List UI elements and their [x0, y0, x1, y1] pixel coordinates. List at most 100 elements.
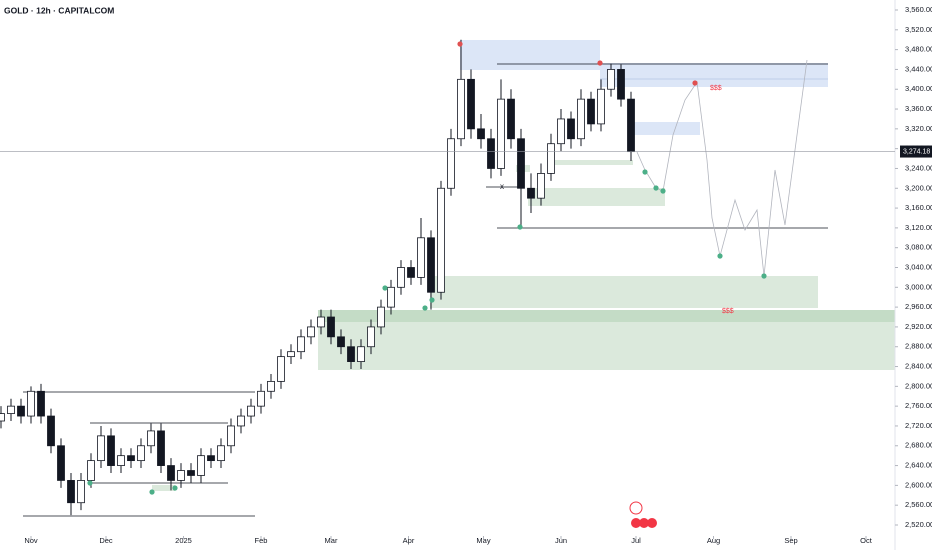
candle	[527, 173, 535, 214]
candle-body	[577, 98, 585, 140]
marker-dot	[382, 285, 388, 291]
candle	[0, 406, 5, 429]
candle-body	[37, 390, 45, 417]
candle-body	[17, 405, 25, 417]
marker-dot	[692, 80, 698, 86]
supply-zone	[600, 63, 828, 87]
candle	[417, 217, 425, 285]
event-icon	[629, 501, 643, 515]
candle-body	[257, 390, 265, 407]
candle-body	[277, 356, 285, 382]
candle-body	[337, 336, 345, 348]
candle	[157, 423, 165, 473]
candle-body	[567, 118, 575, 140]
candle-body	[617, 69, 625, 100]
candle	[57, 438, 65, 488]
candle	[597, 79, 605, 132]
y-tick-label: 3,400.00	[905, 84, 932, 93]
candle-body	[307, 326, 315, 338]
candle-body	[187, 470, 195, 476]
candle	[17, 398, 25, 424]
candle-body	[177, 470, 185, 481]
candle	[97, 425, 105, 469]
candle	[37, 383, 45, 424]
candle	[397, 260, 405, 295]
y-tick-label: 3,360.00	[905, 104, 932, 113]
marker-dot	[422, 305, 428, 311]
x-tick-label: Aug	[707, 536, 720, 545]
demand-zone	[528, 188, 665, 206]
x-tick-label: Jun	[555, 536, 567, 545]
candle	[607, 63, 615, 97]
candle	[47, 408, 55, 454]
candle-body	[227, 425, 235, 447]
candle-body	[157, 430, 165, 466]
candle	[27, 386, 35, 424]
x-tick-label: Dec	[99, 536, 113, 545]
candle	[137, 438, 145, 469]
y-tick-label: 3,440.00	[905, 64, 932, 73]
candle	[577, 89, 585, 147]
y-tick-label: 3,240.00	[905, 163, 932, 172]
candle-body	[287, 351, 295, 358]
candle-body	[557, 118, 565, 145]
marker-dot	[653, 185, 659, 191]
candle-body	[387, 286, 395, 308]
candle	[537, 163, 545, 206]
marker-dot	[642, 169, 648, 175]
candle	[617, 64, 625, 107]
candle	[497, 79, 505, 176]
y-tick-label: 2,720.00	[905, 421, 932, 430]
y-tick-label: 2,680.00	[905, 441, 932, 450]
marker-dot	[87, 480, 93, 486]
candle-body	[77, 480, 85, 504]
marker-dot	[429, 297, 435, 303]
demand-zone	[152, 485, 175, 491]
y-tick-label: 2,520.00	[905, 520, 932, 529]
candle-body	[517, 138, 525, 189]
candle-body	[407, 267, 415, 278]
candle-body	[97, 435, 105, 462]
candle	[387, 279, 395, 315]
event-icon	[631, 518, 641, 528]
candle-body	[67, 480, 75, 504]
y-tick-label: 2,560.00	[905, 500, 932, 509]
marker-dot	[149, 489, 155, 495]
candle	[447, 128, 455, 196]
candle-body	[27, 390, 35, 417]
candle	[257, 383, 265, 414]
candle	[467, 69, 475, 139]
candle-body	[507, 98, 515, 140]
candle-body	[197, 455, 205, 476]
annotation: $$$	[722, 308, 734, 315]
candle	[297, 329, 305, 360]
candle-body	[127, 455, 135, 462]
candle	[437, 180, 445, 300]
candle	[207, 448, 215, 469]
candle	[247, 398, 255, 424]
candle-body	[217, 445, 225, 462]
y-tick-label: 3,560.00	[905, 5, 932, 14]
marker-dot	[597, 60, 603, 66]
candle	[167, 458, 175, 491]
candle	[477, 113, 485, 149]
candle	[307, 319, 315, 345]
demand-zone	[555, 160, 633, 165]
candle-body	[487, 138, 495, 169]
chart-title: GOLD · 12h · CAPITALCOM	[4, 5, 114, 15]
last-price-box	[900, 145, 932, 158]
candle	[377, 299, 385, 335]
candle	[457, 39, 465, 147]
candle	[367, 319, 375, 355]
marker-dot	[761, 273, 767, 279]
candle	[237, 408, 245, 434]
candle	[227, 418, 235, 454]
candle-body	[327, 316, 335, 338]
candle-body	[477, 128, 485, 140]
y-tick-label: 3,120.00	[905, 223, 932, 232]
candle-body	[357, 346, 365, 362]
event-icon	[639, 518, 649, 528]
y-tick-label: 3,160.00	[905, 203, 932, 212]
